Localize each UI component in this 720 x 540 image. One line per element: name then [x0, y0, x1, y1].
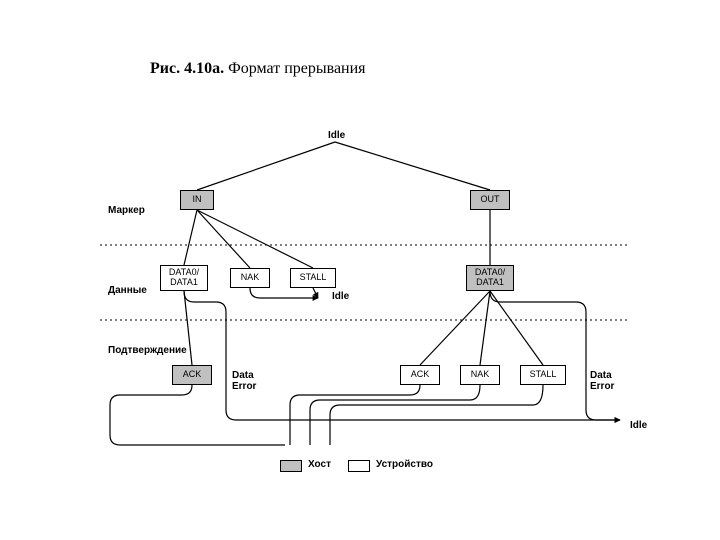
section-label-confirm: Подтверждение	[108, 345, 187, 356]
idle-label-bottom: Idle	[630, 420, 647, 431]
edges-layer	[0, 0, 720, 540]
node-out: OUT	[470, 190, 510, 210]
legend-device-label: Устройство	[376, 459, 433, 470]
data-error-left: Data Error	[232, 370, 256, 392]
idle-label-mid: Idle	[332, 291, 349, 302]
node-device-stall: STALL	[290, 268, 336, 288]
idle-label-top: Idle	[328, 130, 345, 141]
node-device-nak: NAK	[230, 268, 270, 288]
node-host-ack: ACK	[172, 365, 212, 385]
legend-host-label: Хост	[308, 459, 331, 470]
node-in: IN	[180, 190, 214, 210]
figure-caption: Формат прерывания	[224, 60, 365, 77]
node-resp-nak: NAK	[460, 365, 500, 385]
figure-title: Рис. 4.10а. Формат прерывания	[150, 60, 366, 78]
node-resp-stall: STALL	[520, 365, 566, 385]
legend-host-swatch	[280, 460, 302, 472]
section-label-data: Данные	[108, 285, 147, 296]
figure-number: Рис. 4.10а.	[150, 60, 224, 77]
section-label-marker: Маркер	[108, 205, 145, 216]
node-host-data: DATA0/ DATA1	[466, 265, 514, 291]
legend-device-swatch	[348, 460, 370, 472]
diagram-stage: { "title": { "bold": "Рис. 4.10а.", "res…	[0, 0, 720, 540]
node-device-data: DATA0/ DATA1	[160, 265, 208, 291]
node-resp-ack: ACK	[400, 365, 440, 385]
data-error-right: Data Error	[590, 370, 614, 392]
